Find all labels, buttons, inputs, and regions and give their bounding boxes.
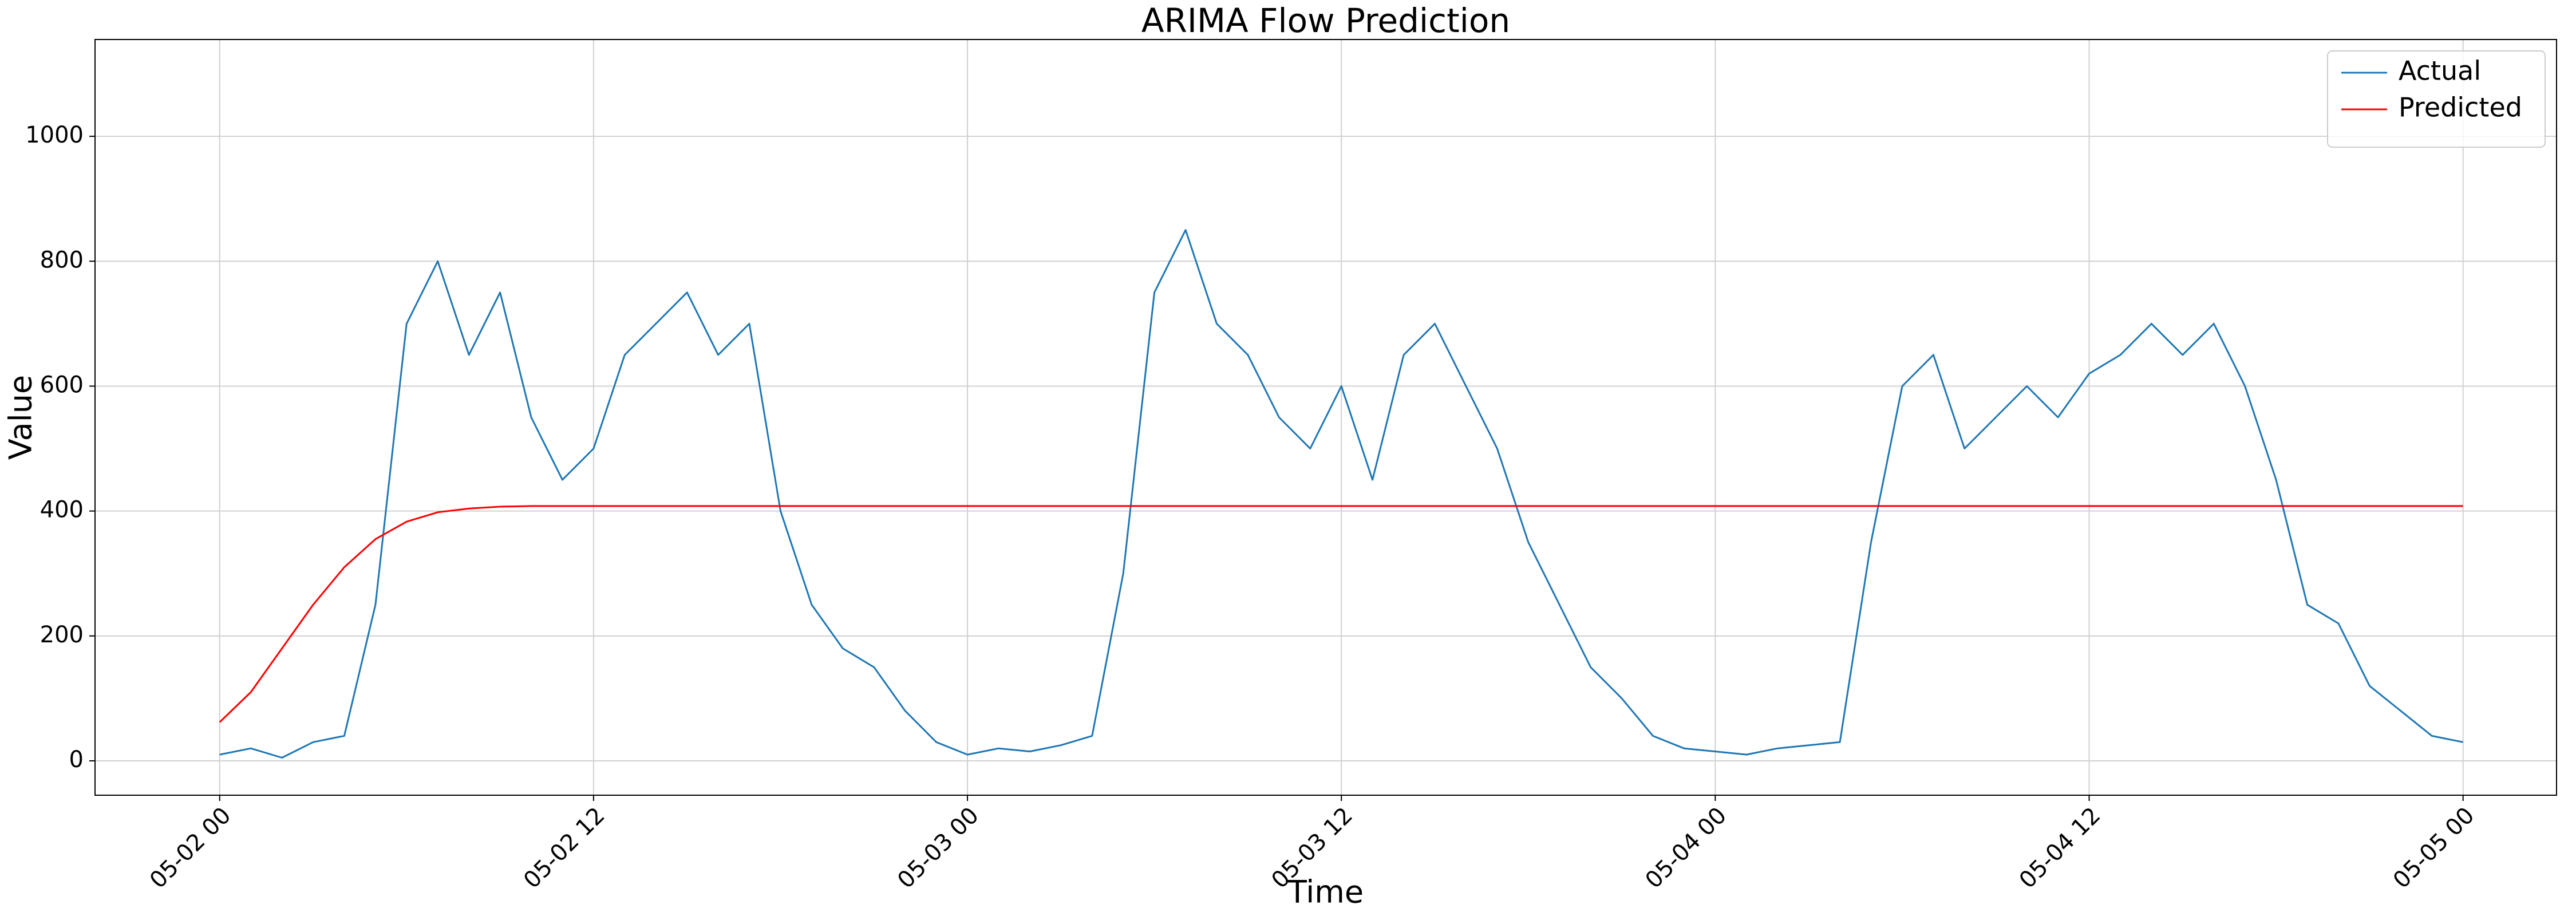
legend-box xyxy=(2327,50,2546,148)
chart-title: ARIMA Flow Prediction xyxy=(1141,1,1510,40)
legend-label: Actual xyxy=(2399,56,2481,86)
x-tick-label: 05-02 12 xyxy=(519,802,610,894)
y-tick-label: 600 xyxy=(40,372,84,398)
legend-label: Predicted xyxy=(2399,92,2522,123)
y-tick-label: 800 xyxy=(40,247,84,273)
y-axis-label: Value xyxy=(3,375,39,460)
y-tick-label: 200 xyxy=(40,622,84,648)
x-tick-label: 05-02 00 xyxy=(145,802,236,894)
x-axis-label: Time xyxy=(1287,874,1364,910)
x-tick-label: 05-05 00 xyxy=(2388,802,2480,894)
y-tick-label: 1000 xyxy=(25,122,84,148)
y-tick-label: 0 xyxy=(69,747,84,773)
x-tick-label: 05-04 12 xyxy=(2014,802,2106,894)
legend: Actual Predicted xyxy=(2327,50,2546,148)
y-tick-label: 400 xyxy=(40,497,84,523)
x-tick-label: 05-03 00 xyxy=(892,802,984,894)
plot-frame xyxy=(94,39,2557,796)
series-line xyxy=(219,229,2463,759)
x-tick-label: 05-04 00 xyxy=(1641,802,1732,894)
series-line xyxy=(219,505,2463,723)
